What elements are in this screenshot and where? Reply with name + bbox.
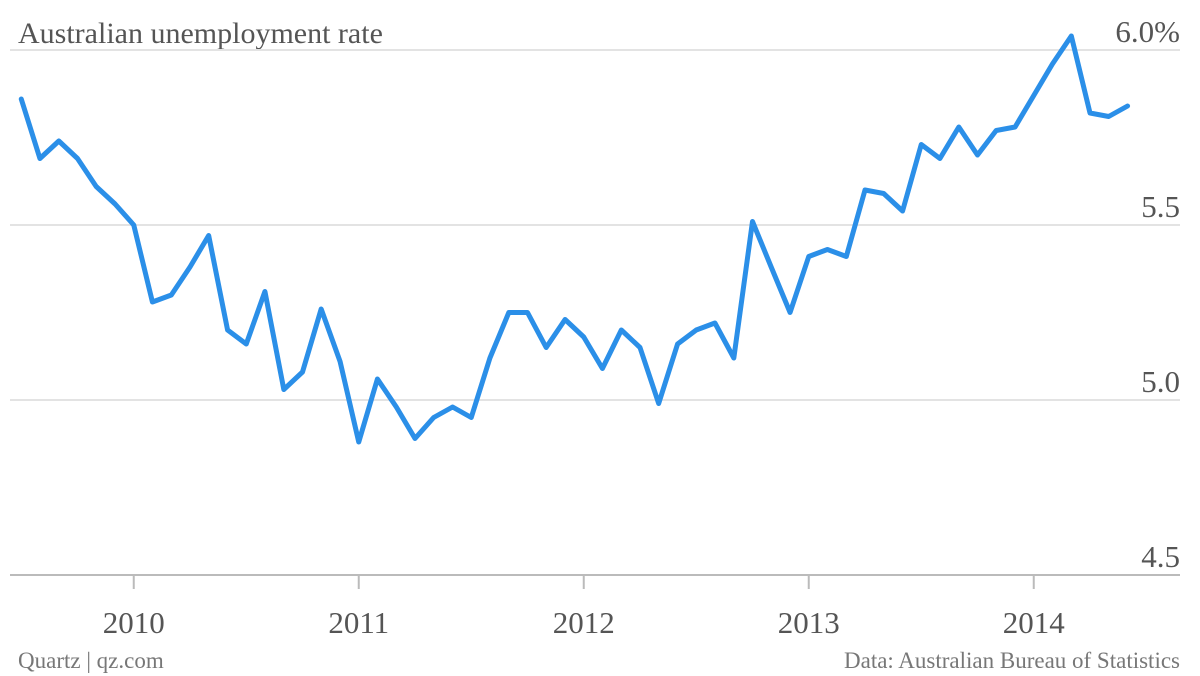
y-tick-label: 5.0: [1141, 364, 1180, 399]
y-tick-label: 6.0%: [1115, 14, 1180, 49]
x-tick-label: 2010: [103, 605, 165, 640]
x-tick-label: 2014: [1003, 605, 1066, 640]
chart-title: Australian unemployment rate: [18, 17, 383, 50]
credit: Quartz | qz.com: [18, 648, 164, 673]
x-tick-label: 2013: [778, 605, 840, 640]
data-line: [18, 33, 1131, 445]
x-tick-label: 2012: [553, 605, 615, 640]
source: Data: Australian Bureau of Statistics: [844, 648, 1180, 673]
y-tick-label: 4.5: [1141, 539, 1180, 574]
x-tick-label: 2011: [328, 605, 389, 640]
y-tick-label: 5.5: [1141, 189, 1180, 224]
